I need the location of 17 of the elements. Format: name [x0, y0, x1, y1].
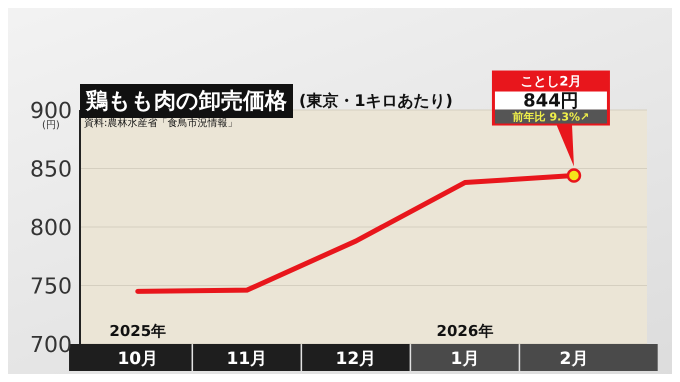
annotation: 2026年: [436, 322, 494, 340]
text: ことし2月: [520, 74, 582, 90]
y-tick-label: 850: [30, 157, 72, 182]
y-tick-label: 700: [30, 332, 72, 358]
x-tick-label: 1月: [450, 349, 480, 369]
y-tick-label: 800: [30, 216, 72, 241]
x-tick-label: 12月: [336, 349, 376, 369]
chart-subtitle: (東京・1キロあたり): [299, 90, 453, 112]
annotation: 前年比 9.3%↗: [512, 110, 590, 124]
x-tick-label: 2月: [560, 349, 588, 369]
x-tick-label: 10月: [117, 349, 158, 369]
annotation: 資料:農林水産省「食鳥市況情報」: [84, 117, 238, 130]
y-tick-label: 750: [30, 274, 72, 300]
annotation: 2025年: [109, 322, 166, 340]
annotation: 844円: [523, 90, 579, 112]
x-tick-label: 11月: [226, 349, 268, 369]
chart-title: 鶏もも肉の卸売価格: [80, 84, 293, 118]
